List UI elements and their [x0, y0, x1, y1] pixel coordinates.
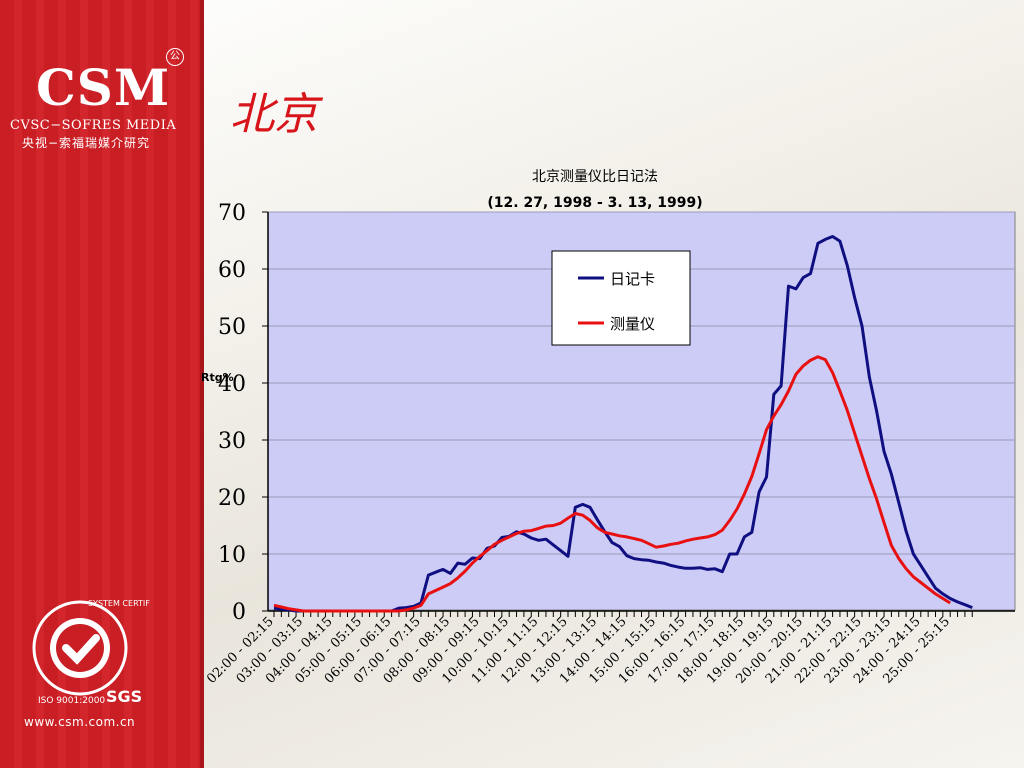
y-tick-label: 50: [218, 315, 246, 340]
chart-title: 北京测量仪比日记法: [532, 169, 658, 185]
legend: 日记卡 测量仪: [551, 250, 691, 346]
chart-subtitle: (12. 27, 1998 - 3. 13, 1999): [487, 195, 702, 211]
cert-top-text: SYSTEM CERTIFICATION: [88, 599, 150, 608]
y-tick-label: 70: [218, 201, 246, 226]
series-line-meter: [273, 355, 951, 613]
y-tick-label: 20: [218, 486, 246, 511]
logo-mark-icon: 公: [166, 48, 184, 66]
sidebar-edge: [200, 0, 204, 768]
logo-english-name: CVSC−SOFRES MEDIA: [10, 118, 177, 133]
y-tick-label: 60: [218, 258, 246, 283]
page-title: 北京: [230, 89, 318, 140]
cert-sgs-text: SGS: [106, 687, 142, 706]
cert-iso-text: ISO 9001:2000: [38, 696, 105, 706]
y-tick-label: 40: [218, 372, 246, 397]
website-url: www.csm.com.cn: [24, 715, 136, 729]
certification-badge-icon: SYSTEM CERTIFICATION ISO 9001:2000 SGS: [32, 599, 150, 706]
logo-chinese-name: 央视−索福瑞媒介研究: [22, 136, 151, 150]
y-tick-label: 10: [218, 543, 246, 568]
legend-box: [551, 250, 691, 346]
csm-logo: CSM: [36, 58, 171, 117]
y-tick-label: 0: [232, 600, 246, 625]
y-axis-label: Rtg%: [201, 371, 234, 384]
y-tick-label: 30: [218, 429, 246, 454]
legend-label-diary: 日记卡: [610, 270, 655, 288]
legend-label-meter: 测量仪: [610, 315, 655, 333]
